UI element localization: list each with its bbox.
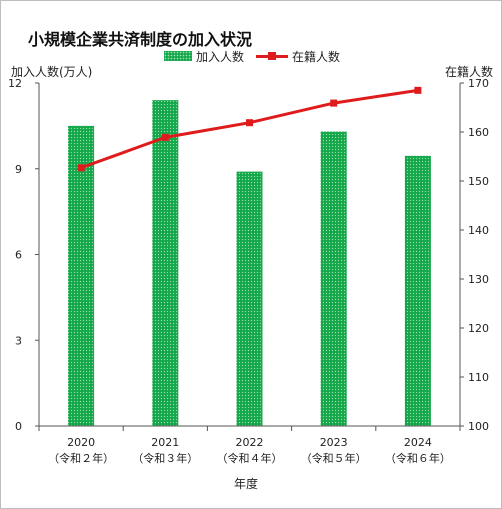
x-tick-label: 2023 [320, 436, 348, 449]
y-left-tick-label: 9 [15, 163, 22, 176]
line-point-2022 [246, 119, 253, 127]
y-right-tick-label: 130 [468, 273, 489, 286]
y-right-tick-label: 160 [468, 126, 489, 139]
legend-bar-swatch [164, 51, 192, 61]
x-tick-label: 2020 [67, 436, 95, 449]
line-point-2021 [161, 133, 169, 141]
legend-line-swatch [256, 51, 289, 61]
y-left-axis-label: 加入人数(万人) [11, 65, 93, 79]
y-right-tick-label: 120 [468, 322, 489, 335]
bar-2024 [404, 155, 431, 426]
x-tick-label: 2022 [236, 436, 264, 449]
y-right-tick-label: 150 [468, 175, 489, 188]
x-tick-sublabel: （令和２年） [48, 451, 114, 465]
x-tick-sublabel: （令和３年） [132, 451, 198, 465]
x-tick-sublabel: （令和４年） [217, 451, 283, 465]
x-tick-label: 2021 [151, 436, 179, 449]
y-left-tick-label: 6 [15, 249, 22, 262]
chart-title: 小規模企業共済制度の加入状況 [28, 30, 253, 49]
legend-item-bar: 加入人数 [164, 48, 244, 65]
line-point-2023 [330, 99, 338, 107]
x-tick-label: 2024 [404, 436, 432, 449]
y-left-tick-label: 12 [8, 77, 22, 90]
y-left-tick-label: 0 [15, 420, 22, 433]
legend-bar-label: 加入人数 [196, 49, 245, 64]
y-left-tick-label: 3 [15, 334, 22, 347]
line-point-2020 [77, 164, 85, 172]
y-right-axis-label: 在籍人数 [444, 65, 493, 79]
legend: 加入人数 在籍人数 [164, 48, 352, 64]
y-right-tick-label: 100 [468, 420, 489, 433]
legend-item-line: 在籍人数 [256, 48, 340, 65]
bar-2023 [320, 131, 347, 426]
legend-line-label: 在籍人数 [292, 49, 341, 64]
y-right-tick-label: 170 [468, 77, 489, 90]
x-tick-sublabel: （令和６年） [385, 451, 451, 465]
y-right-tick-label: 140 [468, 224, 489, 237]
x-tick-sublabel: （令和５年） [301, 451, 367, 465]
bar-2020 [68, 125, 95, 426]
x-axis-label: 年度 [234, 477, 259, 491]
y-right-tick-label: 110 [468, 371, 489, 384]
line-point-2024 [414, 86, 422, 94]
bar-2021 [152, 100, 179, 427]
line-series [80, 88, 419, 170]
bar-2022 [236, 171, 263, 426]
